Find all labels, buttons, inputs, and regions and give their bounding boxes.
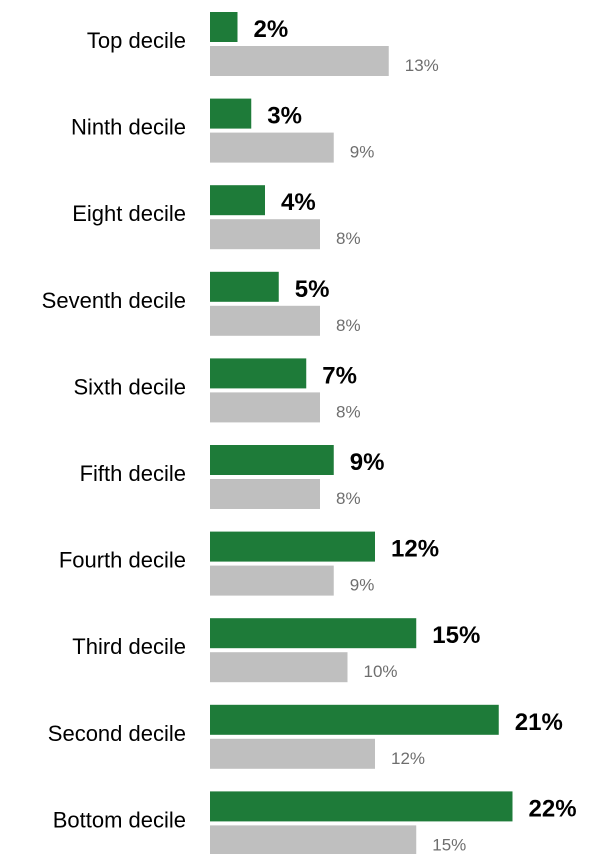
secondary-value-label: 10% (364, 662, 398, 681)
primary-value-label: 21% (515, 709, 563, 736)
secondary-value-label: 8% (336, 229, 361, 248)
secondary-value-label: 8% (336, 402, 361, 421)
primary-value-label: 15% (432, 622, 480, 649)
secondary-value-label: 8% (336, 316, 361, 335)
secondary-value-label: 13% (405, 56, 439, 75)
primary-bar (210, 358, 307, 389)
primary-bar (210, 704, 499, 735)
primary-series-bars (210, 12, 513, 822)
category-label: Bottom decile (53, 807, 186, 832)
secondary-bar (210, 825, 417, 854)
primary-value-label: 5% (295, 276, 330, 303)
primary-value-label: 12% (391, 536, 439, 563)
category-label: Seventh decile (42, 288, 186, 313)
primary-bar (210, 185, 265, 216)
secondary-bar (210, 565, 334, 596)
secondary-bar (210, 392, 320, 423)
category-label: Fifth decile (80, 461, 186, 486)
primary-bar (210, 98, 252, 129)
secondary-bar (210, 652, 348, 683)
category-label: Second decile (48, 721, 186, 746)
secondary-bar (210, 219, 320, 250)
category-label: Top decile (87, 28, 186, 53)
primary-value-label: 7% (322, 362, 357, 389)
category-labels: Top decile Ninth decile Eight decile Sevent… (42, 28, 186, 832)
primary-value-label: 3% (267, 103, 302, 130)
secondary-bar (210, 305, 320, 336)
secondary-value-label: 12% (391, 749, 425, 768)
primary-value-label: 4% (281, 189, 316, 216)
primary-bar (210, 531, 375, 562)
secondary-series-bars (210, 46, 417, 854)
primary-bar (210, 271, 279, 302)
primary-bar (210, 12, 238, 42)
category-label: Eight decile (72, 201, 186, 226)
category-label: Fourth decile (59, 548, 186, 573)
category-label: Ninth decile (71, 115, 186, 140)
category-label: Third decile (72, 634, 186, 659)
primary-value-label: 22% (529, 795, 577, 822)
primary-value-label: 2% (254, 16, 289, 43)
secondary-series-value-labels: 13% 9% 8% 8% 8% 8% 9% 10% 12% 15% (336, 56, 466, 854)
secondary-value-label: 9% (350, 143, 375, 162)
secondary-bar (210, 738, 375, 769)
primary-bar (210, 445, 334, 475)
secondary-bar (210, 46, 389, 76)
primary-series-value-labels: 2% 3% 4% 5% 7% 9% 12% 15% 21% 22% (254, 16, 577, 822)
category-label: Sixth decile (73, 374, 186, 399)
secondary-value-label: 8% (336, 489, 361, 508)
primary-bar (210, 618, 417, 649)
secondary-value-label: 9% (350, 576, 375, 595)
secondary-bar (210, 479, 320, 509)
primary-bar (210, 791, 513, 822)
secondary-value-label: 15% (432, 835, 466, 854)
secondary-bar (210, 132, 334, 163)
primary-value-label: 9% (350, 449, 385, 476)
